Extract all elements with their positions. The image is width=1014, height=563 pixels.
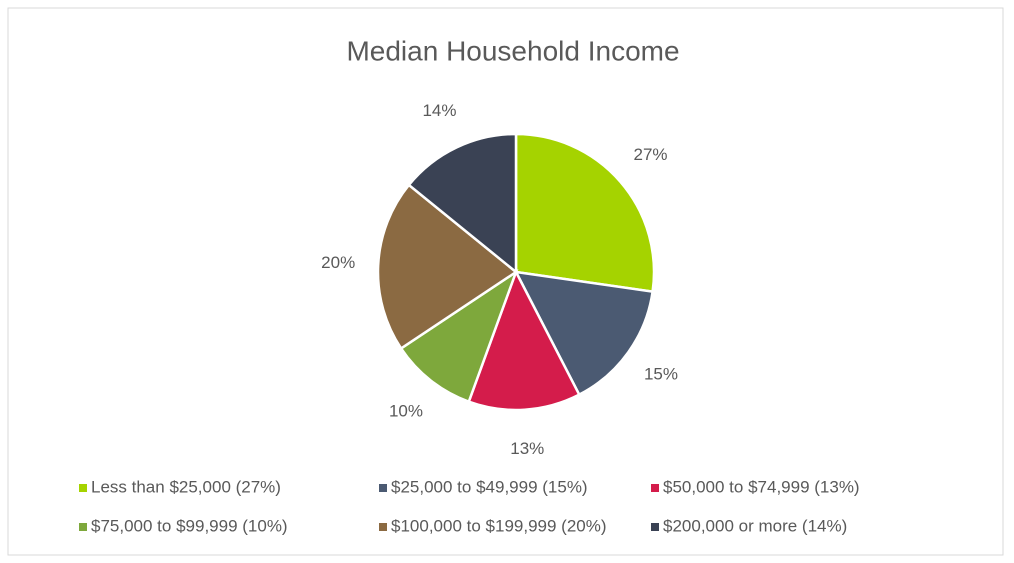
pie-slice — [376, 183, 519, 351]
data-label: 13% — [510, 439, 544, 458]
legend-marker — [651, 484, 659, 492]
data-label: 20% — [321, 253, 355, 272]
pie-slice — [407, 132, 518, 275]
data-label: 15% — [644, 365, 678, 384]
legend-marker — [79, 484, 87, 492]
pie-slice — [399, 268, 519, 404]
data-label: 27% — [634, 145, 668, 164]
chart-title: Median Household Income — [346, 35, 679, 66]
legend-marker — [379, 523, 387, 531]
pie-slice — [514, 132, 656, 294]
legend-label: $25,000 to $49,999 (15%) — [391, 477, 588, 496]
legend-marker — [379, 484, 387, 492]
pie-slice — [467, 268, 581, 412]
data-label: 14% — [422, 101, 456, 120]
pie-slice — [513, 270, 655, 397]
legend-label: $50,000 to $74,999 (13%) — [663, 477, 860, 496]
legend-label: Less than $25,000 (27%) — [91, 477, 281, 496]
data-label: 10% — [389, 401, 423, 420]
legend-label: $100,000 to $199,999 (20%) — [391, 516, 607, 535]
legend-label: $75,000 to $99,999 (10%) — [91, 516, 288, 535]
legend-marker — [651, 523, 659, 531]
legend-marker — [79, 523, 87, 531]
legend-label: $200,000 or more (14%) — [663, 516, 847, 535]
